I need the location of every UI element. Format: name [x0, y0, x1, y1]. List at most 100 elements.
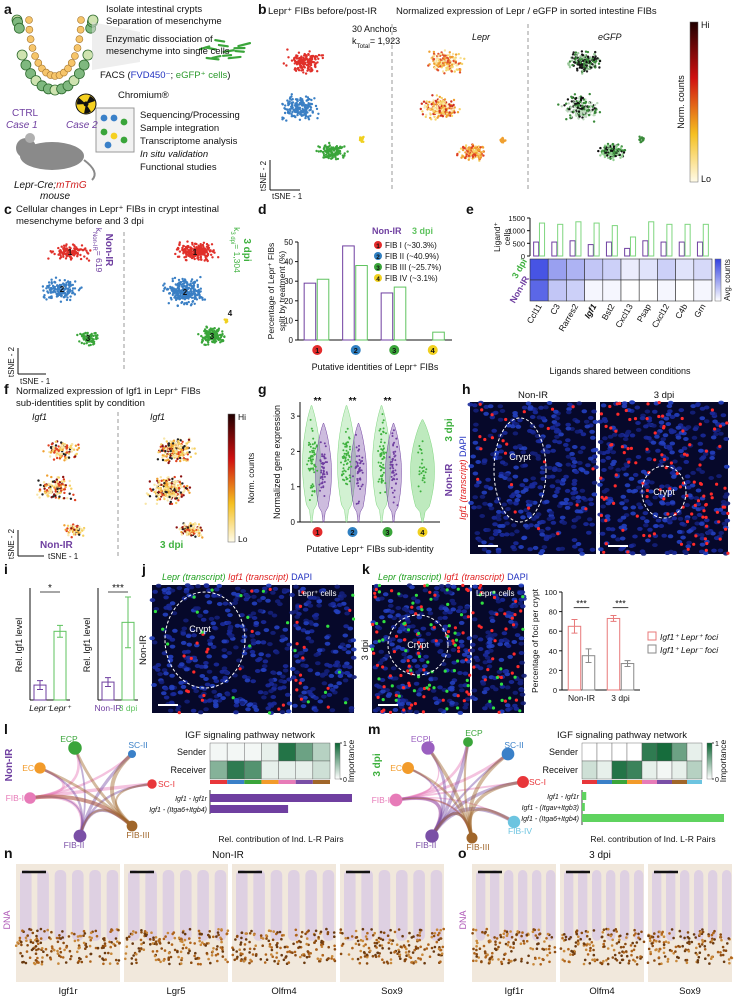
label-part: Lepr (transcript)	[162, 572, 228, 582]
cell-dot	[61, 453, 63, 455]
crypt-cell-inner	[32, 53, 39, 60]
cell-dot	[52, 285, 54, 287]
cell-dot	[324, 442, 326, 444]
cell-dot	[325, 461, 327, 463]
cell-dot	[361, 485, 363, 487]
nucleus	[724, 465, 730, 469]
nucleus	[677, 530, 683, 534]
cell-dot	[445, 111, 447, 113]
nucleus	[643, 523, 649, 527]
cell-dot	[570, 106, 572, 108]
transcript-dot	[670, 461, 673, 464]
nucleus	[663, 433, 669, 437]
cluster-label: 1	[193, 248, 198, 257]
transcript-dot	[719, 538, 722, 541]
cell-dot	[482, 150, 484, 152]
cell-dot	[382, 464, 384, 466]
cell-dot	[308, 63, 310, 65]
nucleus	[605, 514, 611, 518]
nucleus	[667, 445, 673, 449]
cell-dot	[314, 448, 316, 450]
cell-dot	[176, 445, 178, 447]
cell-dot	[381, 467, 383, 469]
nucleus	[563, 443, 569, 447]
cell-dot	[76, 533, 78, 535]
nucleus	[563, 475, 569, 479]
cell-dot	[76, 334, 78, 336]
heat-cell	[639, 259, 657, 280]
cell-dot	[61, 446, 63, 448]
cell-dot	[181, 301, 183, 303]
cell-dot	[196, 257, 198, 259]
cell-dot	[183, 459, 185, 461]
cell-dot	[461, 63, 463, 65]
cell-dot	[195, 523, 197, 525]
nucleus	[565, 506, 571, 510]
cell-dot	[443, 55, 445, 57]
heat-cell	[694, 280, 712, 301]
cell-dot	[52, 481, 54, 483]
cell-dot	[459, 57, 461, 59]
cell-dot	[168, 302, 170, 304]
nucleus	[505, 473, 511, 477]
bar	[381, 293, 393, 340]
cell-dot	[165, 447, 167, 449]
transcript-dot	[504, 418, 507, 421]
cell-dot	[47, 495, 49, 497]
cell-dot	[214, 338, 216, 340]
cell-dot	[587, 59, 589, 61]
significance: *	[48, 583, 52, 594]
nucleus	[653, 524, 659, 528]
nucleus	[606, 501, 612, 505]
nucleus	[615, 468, 621, 472]
cell-dot	[342, 467, 344, 469]
nucleus	[636, 455, 642, 459]
cell-dot	[307, 53, 309, 55]
nucleus	[472, 495, 478, 499]
transcript-dot	[514, 510, 517, 513]
cell-dot	[182, 251, 184, 253]
nucleus	[666, 422, 672, 426]
cell-dot	[571, 97, 573, 99]
cell-dot	[174, 448, 176, 450]
chip-well	[111, 115, 118, 122]
cell-dot	[294, 62, 296, 64]
cell-dot	[358, 501, 360, 503]
nucleus	[693, 427, 699, 431]
cell-dot	[195, 243, 197, 245]
cell-dot	[43, 294, 45, 296]
nucleus	[520, 515, 526, 519]
cell-dot	[339, 152, 341, 154]
cell-dot	[318, 54, 320, 56]
label: mesenchyme into single cells	[106, 46, 230, 57]
bar	[612, 226, 617, 256]
chip-well	[101, 129, 108, 136]
cell-dot	[349, 438, 351, 440]
cell-dot	[609, 158, 611, 160]
bar	[685, 224, 690, 256]
cell-dot	[356, 446, 358, 448]
cell-dot	[156, 478, 158, 480]
cell-dot	[319, 484, 321, 486]
nucleus	[597, 451, 603, 455]
nucleus	[636, 502, 642, 506]
cell-dot	[475, 150, 477, 152]
cell-dot	[380, 469, 382, 471]
cell-dot	[194, 258, 196, 260]
cell-dot	[313, 454, 315, 456]
cell-dot	[299, 61, 301, 63]
nucleus	[585, 425, 591, 429]
chip-well	[101, 115, 108, 122]
nucleus	[522, 406, 528, 410]
cell-dot	[574, 58, 576, 60]
cell-dot	[574, 93, 576, 95]
nucleus	[590, 548, 596, 552]
transcript-dot	[610, 443, 613, 446]
cell-dot	[480, 154, 482, 156]
cell-dot	[590, 66, 592, 68]
nucleus	[659, 441, 665, 445]
label: eGFP	[598, 32, 622, 42]
heat-cell	[530, 280, 548, 301]
cell-dot	[200, 335, 202, 337]
cell-dot	[283, 62, 285, 64]
